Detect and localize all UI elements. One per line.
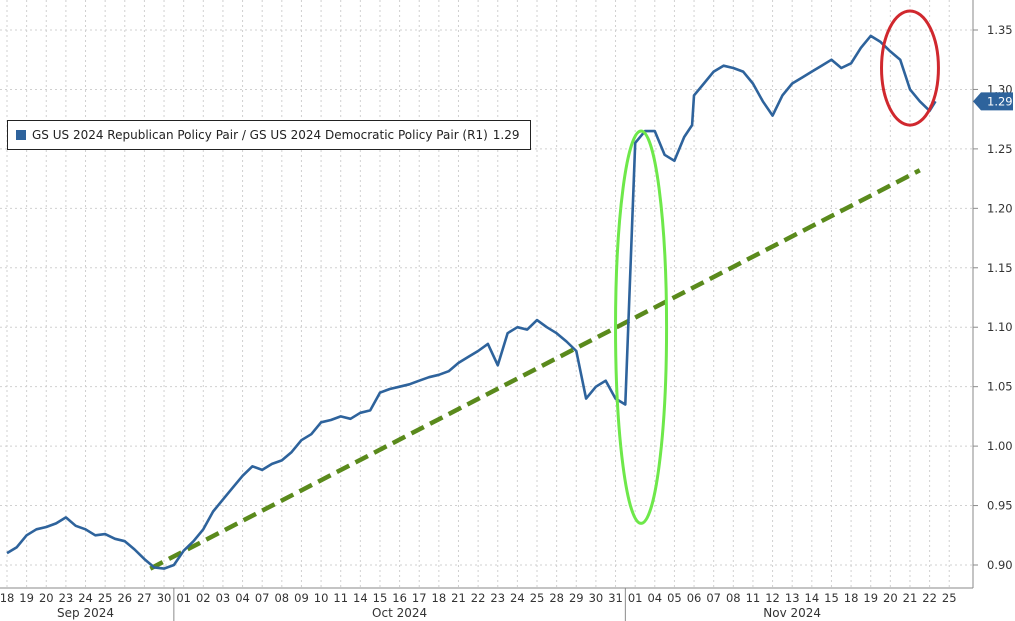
- x-tick-label: 08: [726, 591, 741, 605]
- highlight-ellipse-red: [880, 9, 940, 127]
- x-tick-label: 25: [530, 591, 545, 605]
- x-tick-label: 09: [294, 591, 309, 605]
- y-tick-label: 1.05: [987, 380, 1013, 394]
- x-tick-label: 21: [451, 591, 466, 605]
- x-tick-label: 11: [746, 591, 761, 605]
- trendline-layer: [149, 168, 921, 571]
- x-tick-label: 23: [490, 591, 505, 605]
- x-tick-label: 18: [0, 591, 14, 605]
- y-tick-label: 0.90: [987, 558, 1013, 572]
- x-tick-label: 24: [510, 591, 525, 605]
- y-tick-label: 1.25: [987, 142, 1013, 156]
- series-layer: [6, 34, 937, 570]
- x-tick-label: 18: [844, 591, 859, 605]
- grid-lines: [0, 0, 973, 588]
- x-tick-label: 17: [412, 591, 427, 605]
- y-tick-label: 1.10: [987, 320, 1013, 334]
- y-tick-label: 0.95: [987, 499, 1013, 513]
- x-tick-label: 30: [157, 591, 172, 605]
- x-tick-label: 07: [706, 591, 721, 605]
- month-label: Sep 2024: [57, 606, 114, 620]
- x-tick-label: 22: [471, 591, 486, 605]
- x-tick-label: 12: [765, 591, 780, 605]
- x-tick-label: 07: [255, 591, 270, 605]
- x-tick-label: 01: [628, 591, 643, 605]
- x-tick-label: 04: [235, 591, 250, 605]
- series-line: [6, 34, 937, 570]
- x-tick-label: 04: [647, 591, 662, 605]
- x-tick-label: 20: [883, 591, 898, 605]
- highlight-ellipse-green: [614, 129, 669, 525]
- x-tick-label: 19: [19, 591, 34, 605]
- legend-value: 1.29: [492, 128, 520, 142]
- x-tick-label: 25: [98, 591, 113, 605]
- x-tick-label: 13: [785, 591, 800, 605]
- x-tick-label: 16: [392, 591, 407, 605]
- x-tick-label: 26: [117, 591, 132, 605]
- x-tick-label: 21: [903, 591, 918, 605]
- x-tick-label: 25: [942, 591, 957, 605]
- x-tick-label: 27: [137, 591, 152, 605]
- legend: GS US 2024 Republican Policy Pair / GS U…: [7, 120, 531, 150]
- y-tick-label: 1.20: [987, 201, 1013, 215]
- x-tick-label: 28: [549, 591, 564, 605]
- x-tick-label: 01: [176, 591, 191, 605]
- x-tick-label: 08: [274, 591, 289, 605]
- legend-label: GS US 2024 Republican Policy Pair / GS U…: [32, 128, 488, 142]
- x-tick-label: 22: [922, 591, 937, 605]
- x-tick-label: 15: [824, 591, 839, 605]
- x-tick-label: 29: [569, 591, 584, 605]
- x-tick-label: 03: [216, 591, 231, 605]
- month-label: Oct 2024: [372, 606, 427, 620]
- y-tick-label: 1.35: [987, 23, 1013, 37]
- x-tick-label: 02: [196, 591, 211, 605]
- x-tick-label: 06: [687, 591, 702, 605]
- x-tick-label: 30: [589, 591, 604, 605]
- y-tick-label: 1.15: [987, 261, 1013, 275]
- x-tick-label: 23: [59, 591, 74, 605]
- trendline: [149, 168, 921, 571]
- x-tick-label: 19: [863, 591, 878, 605]
- x-tick-label: 31: [608, 591, 623, 605]
- y-tick-label: 1.00: [987, 439, 1013, 453]
- last-value-badge: [973, 92, 1013, 111]
- last-value-badge-text: 1.29: [987, 94, 1013, 108]
- x-tick-label: 20: [39, 591, 54, 605]
- x-tick-label: 24: [78, 591, 93, 605]
- x-tick-label: 15: [373, 591, 388, 605]
- x-tick-label: 14: [805, 591, 820, 605]
- x-tick-label: 05: [667, 591, 682, 605]
- annotation-layer: [614, 9, 940, 525]
- x-tick-label: 10: [314, 591, 329, 605]
- legend-swatch: [16, 130, 26, 140]
- x-tick-label: 11: [333, 591, 348, 605]
- month-label: Nov 2024: [763, 606, 821, 620]
- x-tick-label: 18: [432, 591, 447, 605]
- x-tick-label: 14: [353, 591, 368, 605]
